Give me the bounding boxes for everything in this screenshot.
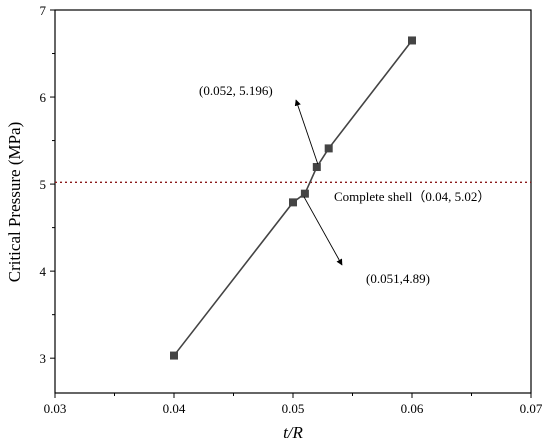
data-point-0.05 (289, 198, 297, 207)
y-tick-label-6: 6 (40, 90, 47, 105)
y-axis-ticks: 3 4 5 6 7 (40, 3, 55, 366)
y-tick-label-7: 7 (40, 3, 47, 18)
x-tick-label-0.04: 0.04 (163, 401, 186, 416)
annotation-label-0.051: (0.051,4.89) (366, 271, 430, 286)
annotation-label-0.052: (0.052, 5.196) (199, 83, 273, 98)
data-point-0.052 (312, 163, 321, 172)
axes: 0.03 0.04 0.05 0.06 0.07 3 4 5 6 7 (40, 3, 543, 416)
data-point-0.051 (300, 189, 309, 198)
x-tick-label-0.03: 0.03 (44, 401, 67, 416)
x-axis-title: t/R (283, 423, 303, 442)
y-tick-label-5: 5 (40, 177, 47, 192)
series-markers (170, 36, 416, 360)
x-tick-label-0.06: 0.06 (401, 401, 424, 416)
x-axis-ticks: 0.03 0.04 0.05 0.06 0.07 (44, 393, 543, 416)
data-point-0.04 (170, 351, 178, 360)
series-line (173, 39, 413, 357)
y-axis-title: Critical Pressure (MPa) (5, 122, 24, 283)
data-point-0.053 (324, 144, 333, 153)
x-tick-label-0.05: 0.05 (282, 401, 305, 416)
complete-shell-label: Complete shell（0.04, 5.02） (334, 189, 490, 204)
annotations: (0.052, 5.196) (0.051,4.89) Complete she… (199, 83, 490, 286)
y-tick-label-3: 3 (40, 351, 47, 366)
data-point-0.06 (408, 36, 416, 45)
x-tick-label-0.07: 0.07 (520, 401, 543, 416)
y-tick-label-4: 4 (40, 264, 47, 279)
annotation-arrow-0.051 (303, 196, 343, 266)
annotation-arrow-0.052 (294, 99, 319, 165)
